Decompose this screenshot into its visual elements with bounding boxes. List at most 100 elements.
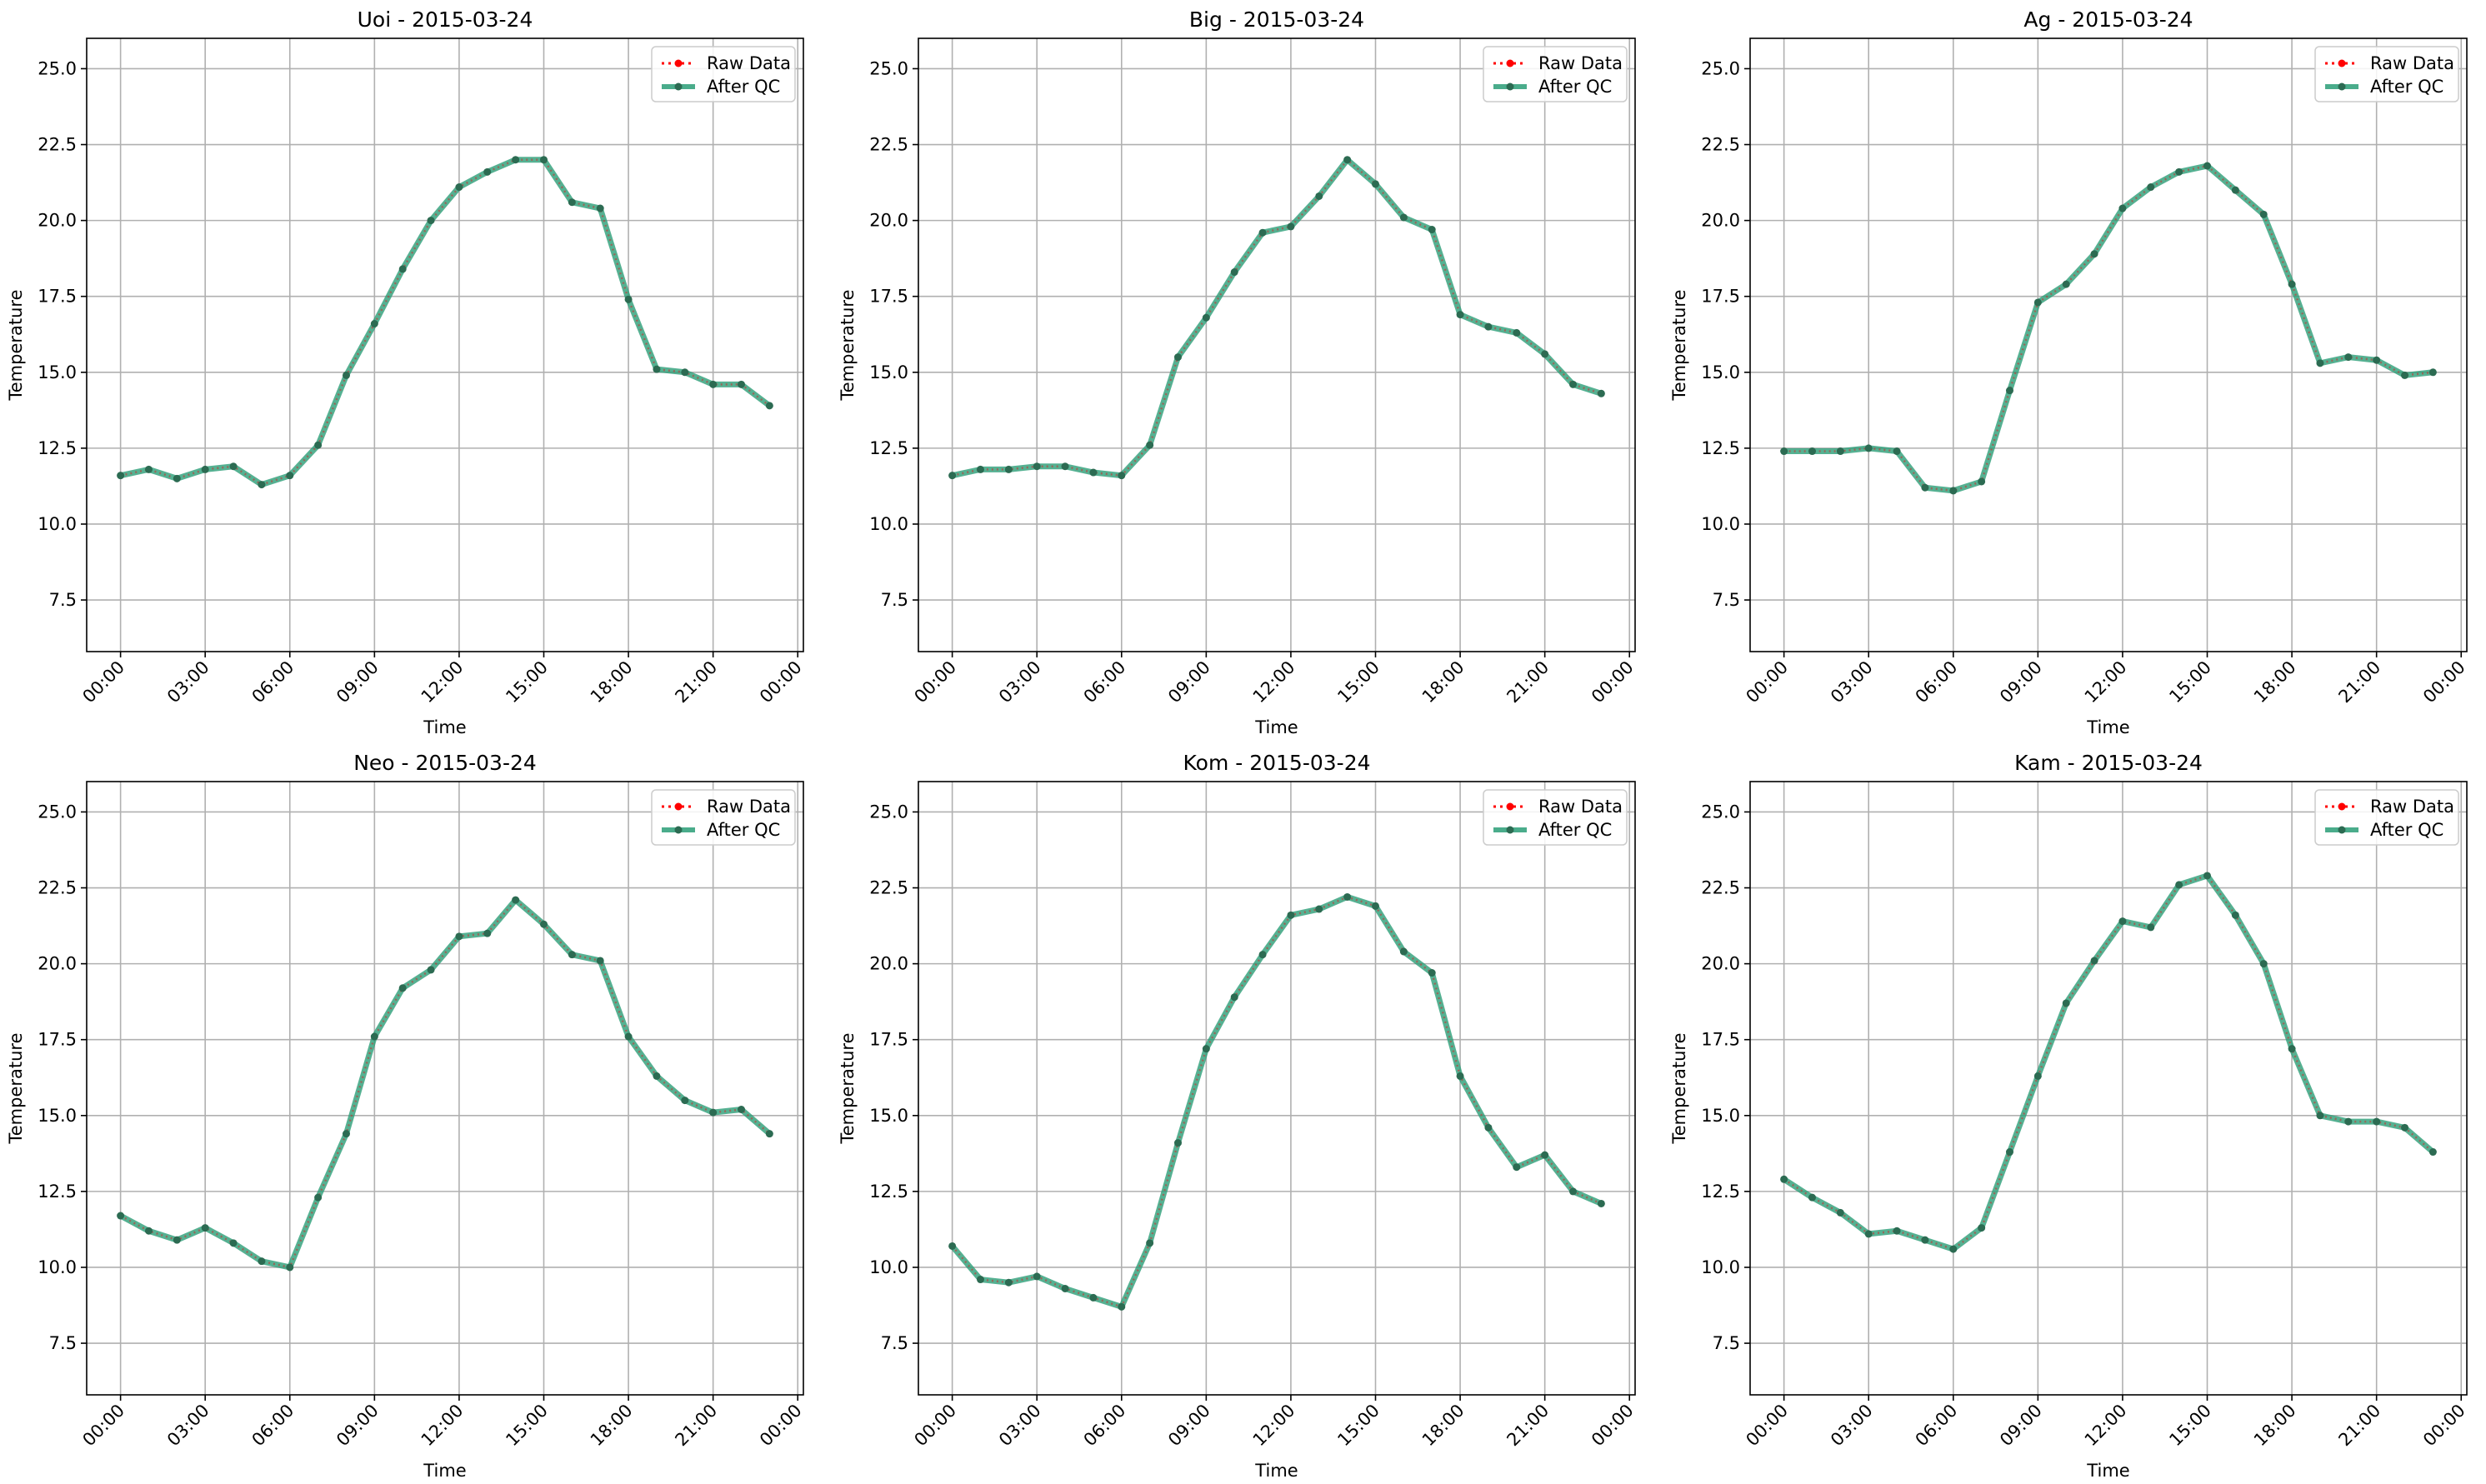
x-tick-label: 21:00 — [1503, 1401, 1553, 1451]
y-tick-label: 22.5 — [869, 135, 908, 155]
data-point — [173, 1236, 181, 1244]
data-point — [2288, 1045, 2296, 1053]
x-tick-label: 06:00 — [1080, 657, 1130, 707]
x-tick-label: 06:00 — [248, 1401, 298, 1451]
legend-label-raw-data: Raw Data — [1538, 53, 1623, 73]
legend-label-after-qc: After QC — [1538, 820, 1612, 840]
data-point — [1173, 353, 1182, 362]
chart-panel-3: 00:00 03:00 06:00 09:00 12:00 15:00 18:00 21:00… — [1669, 7, 2469, 737]
y-tick-label: 12.5 — [1701, 438, 1740, 458]
legend-marker-after-qc — [2338, 826, 2346, 834]
y-tick-label: 22.5 — [869, 878, 908, 898]
y-tick-label: 10.0 — [1701, 514, 1740, 534]
data-point — [1808, 447, 1816, 456]
axes-frame — [86, 781, 804, 1396]
data-point — [568, 951, 576, 959]
data-point — [2147, 923, 2155, 932]
y-tick-label: 25.0 — [1701, 802, 1740, 822]
y-tick-label: 7.5 — [881, 590, 908, 610]
data-point — [455, 932, 463, 941]
data-point — [2118, 204, 2127, 212]
data-point — [455, 183, 463, 192]
x-tick-label: 15:00 — [2165, 1401, 2215, 1451]
data-point — [681, 368, 689, 377]
data-point — [2316, 359, 2324, 367]
data-point — [173, 474, 181, 482]
data-point — [1173, 1139, 1182, 1147]
x-tick-label: 15:00 — [502, 1401, 552, 1451]
legend-marker-raw-data — [1506, 59, 1514, 67]
data-point — [1089, 1293, 1098, 1302]
y-tick-label: 22.5 — [38, 135, 77, 155]
x-tick-label: 15:00 — [502, 657, 552, 707]
data-point — [1202, 1045, 1210, 1053]
x-tick-label: 03:00 — [163, 657, 213, 707]
data-point — [1089, 468, 1098, 477]
data-point — [1287, 911, 1295, 919]
plot-area — [918, 782, 1635, 1395]
data-point — [1146, 1239, 1154, 1247]
chart-panel-1: 00:00 03:00 06:00 09:00 12:00 15:00 18:00 21:00… — [6, 7, 806, 737]
y-tick-label: 20.0 — [38, 211, 77, 231]
data-point — [1836, 447, 1844, 456]
y-tick-label: 12.5 — [869, 1182, 908, 1202]
y-tick-label: 22.5 — [1701, 878, 1740, 898]
y-tick-label: 17.5 — [869, 287, 908, 307]
y-tick-label: 7.5 — [49, 590, 77, 610]
y-tick-label: 20.0 — [869, 954, 908, 974]
y-tick-label: 17.5 — [1701, 1030, 1740, 1050]
series-line-after-qc — [119, 157, 772, 488]
data-point — [596, 204, 604, 212]
data-point — [144, 1227, 153, 1235]
data-point — [1893, 447, 1901, 456]
legend-marker-raw-data — [2338, 59, 2346, 67]
x-axis-label: Time — [1254, 717, 1298, 737]
data-point — [1118, 1302, 1126, 1311]
data-point — [2033, 298, 2042, 307]
x-axis-label: Time — [423, 717, 466, 737]
data-point — [2062, 280, 2070, 288]
x-tick-label: 09:00 — [1164, 1401, 1214, 1451]
x-axis-label: Time — [423, 1461, 466, 1481]
x-tick-label: 00:00 — [1588, 657, 1638, 707]
y-tick-label: 7.5 — [1713, 590, 1740, 610]
y-tick-label: 12.5 — [38, 438, 77, 458]
data-point — [1597, 1199, 1605, 1207]
y-axis-label: Temperature — [6, 1032, 26, 1144]
legend-label-after-qc: After QC — [707, 820, 780, 840]
data-point — [1978, 477, 1986, 486]
x-tick-label: 09:00 — [1996, 657, 2046, 707]
legend-label-raw-data: Raw Data — [2370, 797, 2454, 817]
data-point — [1004, 1278, 1013, 1287]
y-tick-label: 10.0 — [869, 1257, 908, 1277]
data-point — [1569, 1187, 1578, 1196]
data-point — [1428, 969, 1436, 977]
y-tick-label: 7.5 — [881, 1333, 908, 1353]
data-point — [624, 295, 633, 303]
data-point — [1033, 462, 1041, 471]
y-axis-label: Temperature — [838, 1032, 858, 1144]
x-tick-label: 03:00 — [995, 657, 1045, 707]
data-point — [427, 966, 435, 974]
x-tick-label: 09:00 — [1164, 657, 1214, 707]
y-tick-label: 10.0 — [38, 1257, 77, 1277]
series-line-after-qc — [951, 157, 1603, 479]
data-point — [1372, 180, 1380, 188]
plot-area — [1750, 782, 2467, 1395]
data-point — [540, 920, 548, 928]
y-tick-label: 25.0 — [869, 802, 908, 822]
data-point — [2203, 872, 2212, 880]
y-axis-label: Temperature — [6, 289, 26, 401]
data-point — [1230, 993, 1238, 1002]
x-tick-label: 15:00 — [1333, 657, 1383, 707]
x-tick-label: 09:00 — [333, 1401, 383, 1451]
data-point — [1118, 472, 1126, 480]
legend-label-after-qc: After QC — [2370, 77, 2443, 97]
x-tick-label: 06:00 — [1912, 1401, 1962, 1451]
y-tick-label: 22.5 — [38, 878, 77, 898]
data-point — [1513, 1163, 1521, 1172]
legend-marker-raw-data — [1506, 802, 1514, 811]
y-tick-label: 17.5 — [38, 287, 77, 307]
x-tick-label: 00:00 — [1588, 1401, 1638, 1451]
axes-frame — [918, 781, 1636, 1396]
